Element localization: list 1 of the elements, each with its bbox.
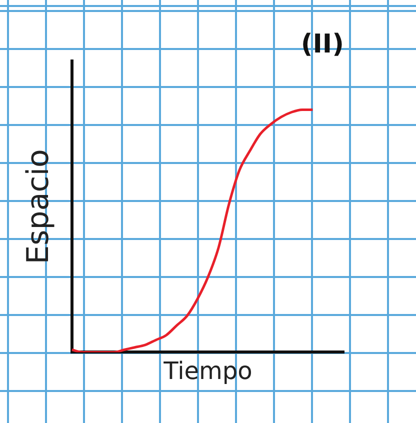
- y-axis-title: Espacio: [20, 149, 56, 264]
